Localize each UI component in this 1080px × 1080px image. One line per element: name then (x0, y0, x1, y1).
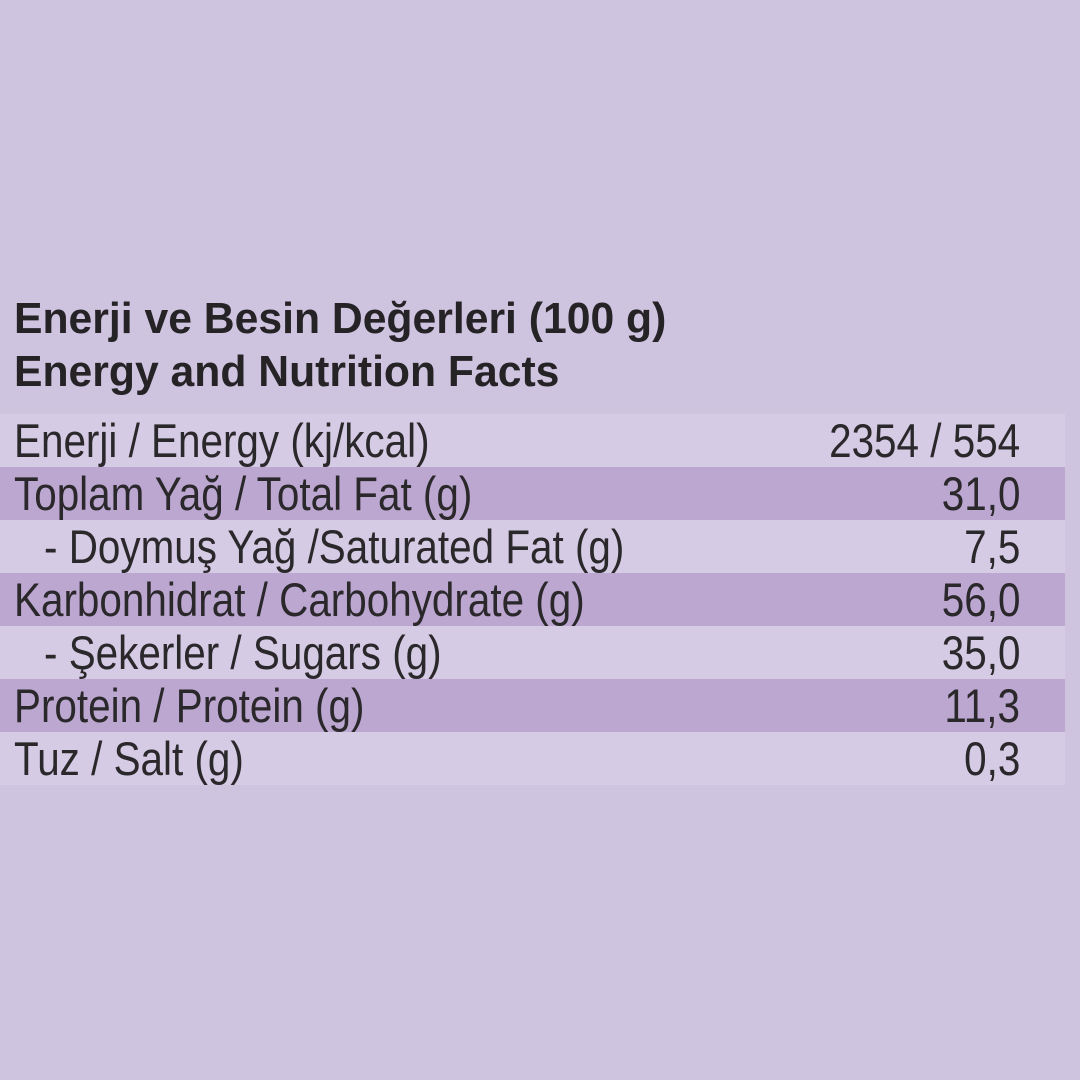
table-row: - Doymuş Yağ /Saturated Fat (g) 7,5 (0, 520, 1065, 573)
panel-title-english: Energy and Nutrition Facts (14, 347, 560, 396)
row-value: 0,3 (963, 732, 1020, 785)
table-row: Toplam Yağ / Total Fat (g) 31,0 (0, 467, 1065, 520)
panel-title-turkish: Enerji ve Besin Değerleri (100 g) (14, 294, 667, 343)
table-row: Karbonhidrat / Carbohydrate (g) 56,0 (0, 573, 1065, 626)
row-label: - Doymuş Yağ /Saturated Fat (g) (44, 520, 625, 573)
panel-title: Enerji ve Besin Değerleri (100 g) Energy… (14, 292, 687, 398)
row-label: Karbonhidrat / Carbohydrate (g) (14, 573, 585, 626)
row-value: 2354 / 554 (828, 414, 1020, 467)
row-value: 11,3 (944, 679, 1020, 732)
row-label: Protein / Protein (g) (14, 679, 365, 732)
nutrition-table: Enerji / Energy (kj/kcal) 2354 / 554 Top… (0, 414, 1065, 785)
table-row: - Şekerler / Sugars (g) 35,0 (0, 626, 1065, 679)
row-value: 31,0 (941, 467, 1020, 520)
row-value: 35,0 (941, 626, 1020, 679)
row-label: Enerji / Energy (kj/kcal) (14, 414, 430, 467)
row-label: Toplam Yağ / Total Fat (g) (14, 467, 473, 520)
row-label: Tuz / Salt (g) (14, 732, 244, 785)
row-value: 7,5 (963, 520, 1020, 573)
table-row: Protein / Protein (g) 11,3 (0, 679, 1065, 732)
row-label: - Şekerler / Sugars (g) (44, 626, 442, 679)
row-value: 56,0 (941, 573, 1020, 626)
table-row: Enerji / Energy (kj/kcal) 2354 / 554 (0, 414, 1065, 467)
table-row: Tuz / Salt (g) 0,3 (0, 732, 1065, 785)
